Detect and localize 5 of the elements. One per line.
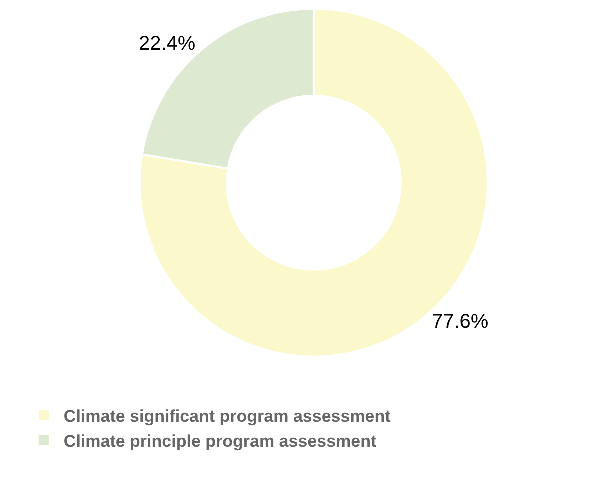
data-label: 22.4% [138,32,196,55]
legend-label: Climate principle program assessment [64,432,377,451]
data-label: 77.6% [432,310,489,333]
donut-slice [139,8,489,358]
legend-label: Climate significant program assessment [64,406,392,426]
